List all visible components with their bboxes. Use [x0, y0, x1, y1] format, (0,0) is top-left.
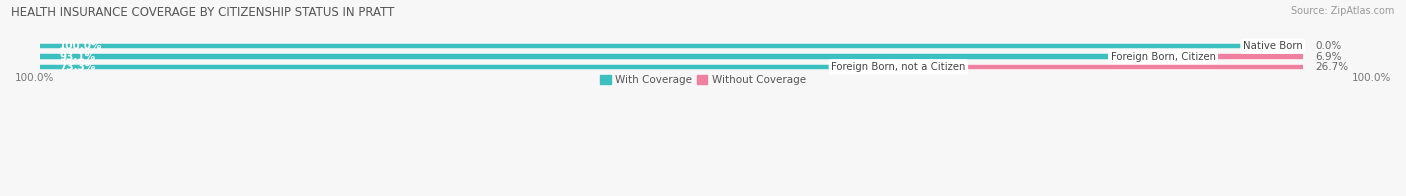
Text: 100.0%: 100.0%: [1351, 73, 1391, 83]
Legend: With Coverage, Without Coverage: With Coverage, Without Coverage: [596, 71, 810, 89]
Text: 26.7%: 26.7%: [1315, 62, 1348, 72]
Text: 100.0%: 100.0%: [15, 73, 55, 83]
Bar: [41, 44, 1302, 48]
Bar: [41, 64, 966, 70]
Text: 6.9%: 6.9%: [1315, 52, 1341, 62]
Text: Source: ZipAtlas.com: Source: ZipAtlas.com: [1291, 6, 1395, 16]
Bar: [41, 54, 1216, 59]
Text: 100.0%: 100.0%: [59, 41, 103, 51]
Bar: [1216, 54, 1302, 59]
Bar: [41, 53, 1216, 60]
Text: HEALTH INSURANCE COVERAGE BY CITIZENSHIP STATUS IN PRATT: HEALTH INSURANCE COVERAGE BY CITIZENSHIP…: [11, 6, 395, 19]
Text: Native Born: Native Born: [1243, 41, 1302, 51]
Bar: [1216, 53, 1302, 60]
Text: Foreign Born, not a Citizen: Foreign Born, not a Citizen: [831, 62, 966, 72]
Text: 0.0%: 0.0%: [1315, 41, 1341, 51]
Text: 93.1%: 93.1%: [59, 52, 96, 62]
Text: Foreign Born, Citizen: Foreign Born, Citizen: [1111, 52, 1216, 62]
Text: 73.3%: 73.3%: [59, 62, 96, 72]
Bar: [966, 64, 1302, 70]
Bar: [41, 43, 1302, 49]
Bar: [41, 65, 966, 69]
Bar: [966, 65, 1302, 69]
